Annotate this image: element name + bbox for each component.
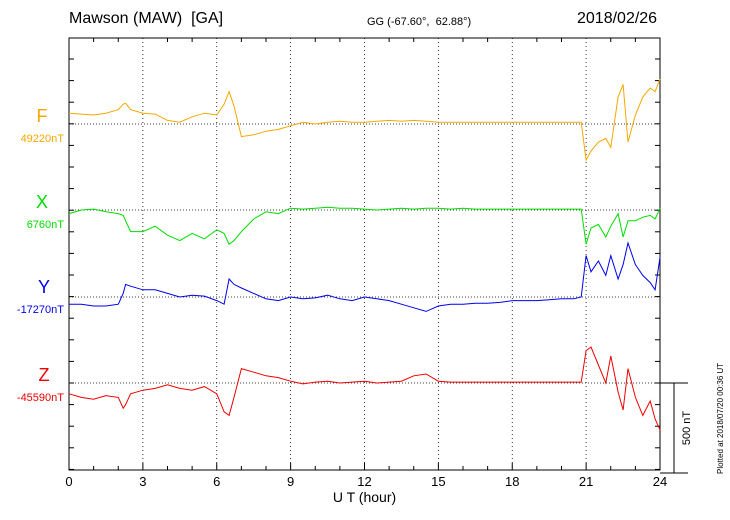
x-tick-label: 18 xyxy=(505,474,519,489)
series-baseline-label-f: 49220nT xyxy=(21,133,65,145)
series-baseline-label-z: -45590nT xyxy=(17,392,64,404)
series-line-z xyxy=(68,346,661,431)
plot-date: 2018/02/26 xyxy=(577,10,658,27)
station-title: Mawson (MAW) [GA] xyxy=(69,10,224,27)
x-tick-label: 3 xyxy=(139,474,146,489)
scale-bar-label: 500 nT xyxy=(681,411,693,446)
series-name-x: X xyxy=(36,192,48,212)
series-baseline-label-y: -17270nT xyxy=(17,304,64,316)
plotted-timestamp: Plotted at 2018/07/20 00:36 UT xyxy=(716,362,725,474)
series-baseline-label-x: 6760nT xyxy=(27,219,65,231)
x-tick-label: 21 xyxy=(579,474,593,489)
x-tick-label: 0 xyxy=(65,474,72,489)
x-tick-label: 9 xyxy=(287,474,294,489)
x-tick-label: 24 xyxy=(653,474,667,489)
x-tick-label: 6 xyxy=(213,474,220,489)
x-tick-label: 15 xyxy=(431,474,445,489)
series-name-y: Y xyxy=(38,277,50,297)
x-tick-label: 12 xyxy=(357,474,371,489)
series-name-z: Z xyxy=(39,365,50,385)
x-axis-label: U T (hour) xyxy=(333,489,396,505)
series-line-y xyxy=(69,241,661,312)
station-coords: GG (-67.60°, 62.88°) xyxy=(367,16,472,28)
series-name-f: F xyxy=(37,106,48,126)
series-line-f xyxy=(68,78,661,162)
series-line-x xyxy=(68,206,661,245)
